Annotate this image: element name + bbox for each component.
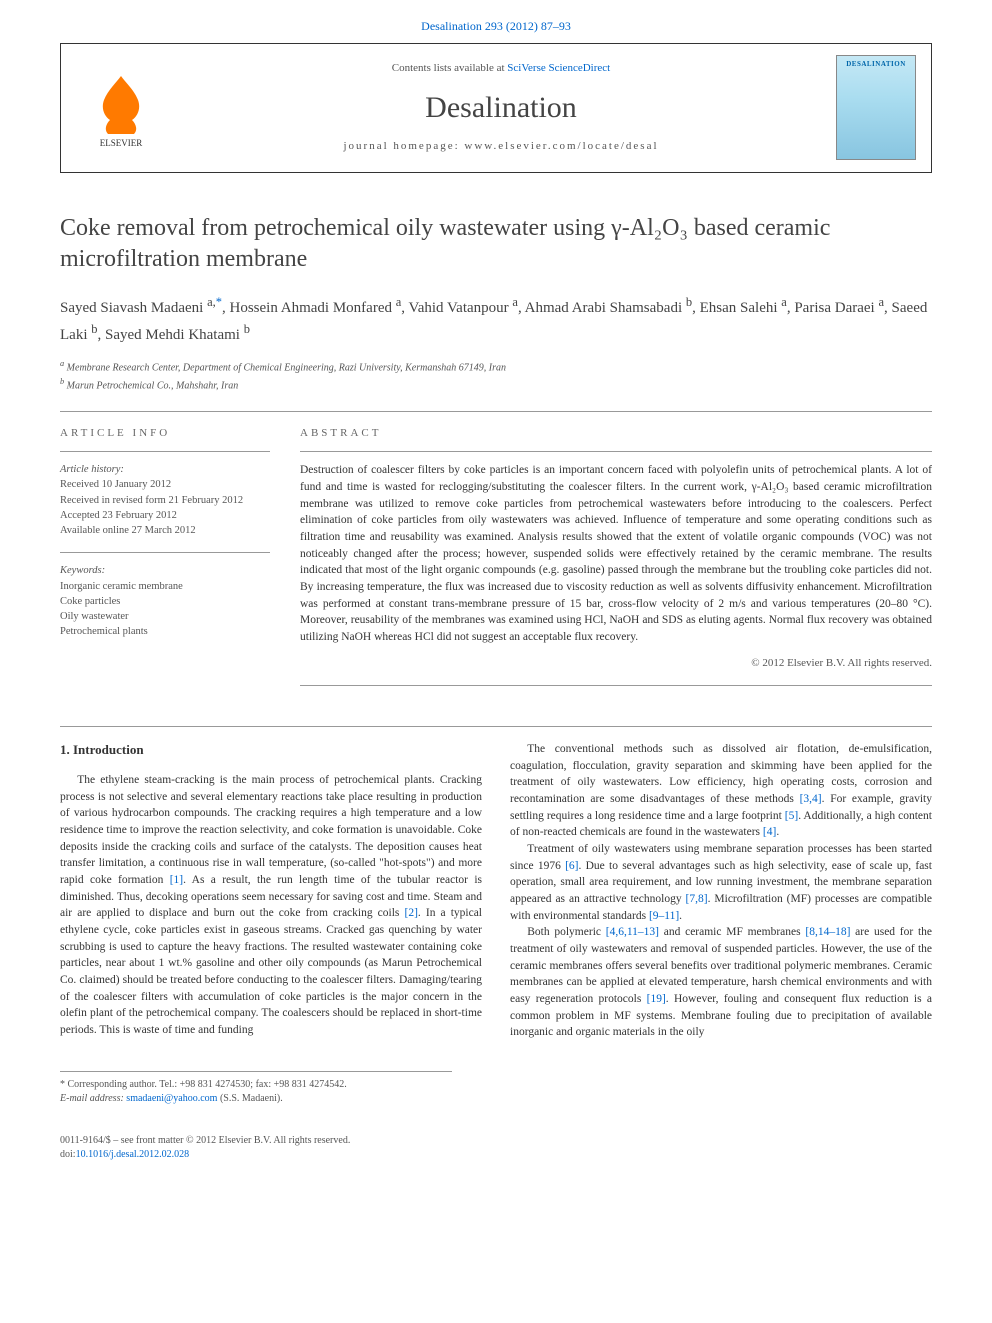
bottom-metadata: 0011-9164/$ – see front matter © 2012 El… bbox=[0, 1126, 992, 1192]
affiliations: a Membrane Research Center, Department o… bbox=[60, 358, 932, 393]
divider bbox=[300, 451, 932, 452]
introduction-heading: 1. Introduction bbox=[60, 741, 482, 760]
affiliation-b: b Marun Petrochemical Co., Mahshahr, Ira… bbox=[60, 376, 932, 393]
ref-link[interactable]: [3,4] bbox=[800, 793, 822, 805]
intro-paragraph: Treatment of oily wastewaters using memb… bbox=[510, 841, 932, 924]
intro-paragraph: Both polymeric [4,6,11–13] and ceramic M… bbox=[510, 924, 932, 1041]
keyword: Inorganic ceramic membrane bbox=[60, 579, 270, 594]
divider bbox=[60, 451, 270, 452]
body-text: The ethylene steam-cracking is the main … bbox=[60, 774, 482, 886]
corr-email-line: E-mail address: smadaeni@yahoo.com (S.S.… bbox=[60, 1092, 452, 1106]
ref-link[interactable]: [5] bbox=[785, 810, 798, 822]
ref-link[interactable]: [7,8] bbox=[686, 893, 708, 905]
email-link[interactable]: smadaeni@yahoo.com bbox=[126, 1093, 217, 1104]
journal-name: Desalination bbox=[425, 87, 577, 129]
ref-link[interactable]: [6] bbox=[565, 860, 578, 872]
history-online: Available online 27 March 2012 bbox=[60, 523, 270, 538]
ref-link[interactable]: [2] bbox=[404, 907, 417, 919]
homepage-url[interactable]: www.elsevier.com/locate/desal bbox=[464, 140, 658, 152]
scidirect-link[interactable]: SciVerse ScienceDirect bbox=[507, 62, 610, 74]
divider bbox=[60, 552, 270, 553]
journal-reference-top: Desalination 293 (2012) 87–93 bbox=[0, 0, 992, 43]
intro-paragraph: The ethylene steam-cracking is the main … bbox=[60, 772, 482, 1039]
svg-text:ELSEVIER: ELSEVIER bbox=[100, 138, 143, 148]
email-suffix: (S.S. Madaeni). bbox=[217, 1093, 282, 1104]
abstract-text: Destruction of coalescer filters by coke… bbox=[300, 462, 932, 645]
affiliation-a-text: Membrane Research Center, Department of … bbox=[67, 363, 506, 374]
ref-link[interactable]: [9–11] bbox=[649, 910, 679, 922]
keywords-label: Keywords: bbox=[60, 563, 270, 578]
journal-cover-thumbnail: DESALINATION bbox=[836, 55, 916, 160]
article-title: Coke removal from petrochemical oily was… bbox=[60, 213, 932, 275]
publisher-logo-cell: ELSEVIER bbox=[61, 44, 181, 172]
keyword: Oily wastewater bbox=[60, 609, 270, 624]
abstract-header: ABSTRACT bbox=[300, 426, 932, 441]
body-text: . bbox=[679, 910, 682, 922]
ref-link[interactable]: [8,14–18] bbox=[805, 926, 850, 938]
history-accepted: Accepted 23 February 2012 bbox=[60, 508, 270, 523]
article-history: Article history: Received 10 January 201… bbox=[60, 462, 270, 538]
divider bbox=[60, 411, 932, 412]
corr-author-line: * Corresponding author. Tel.: +98 831 42… bbox=[60, 1078, 452, 1092]
divider bbox=[60, 726, 932, 727]
body-text: and ceramic MF membranes bbox=[659, 926, 805, 938]
journal-header-box: ELSEVIER Contents lists available at Sci… bbox=[60, 43, 932, 173]
divider bbox=[300, 685, 932, 686]
intro-paragraph: The conventional methods such as dissolv… bbox=[510, 741, 932, 841]
journal-homepage-line: journal homepage: www.elsevier.com/locat… bbox=[343, 139, 658, 154]
journal-header-center: Contents lists available at SciVerse Sci… bbox=[181, 44, 821, 172]
homepage-prefix: journal homepage: bbox=[343, 140, 464, 152]
affiliation-a: a Membrane Research Center, Department o… bbox=[60, 358, 932, 375]
affiliation-b-text: Marun Petrochemical Co., Mahshahr, Iran bbox=[67, 380, 239, 391]
ref-link[interactable]: [4] bbox=[763, 826, 776, 838]
main-text-columns: 1. Introduction The ethylene steam-crack… bbox=[60, 741, 932, 1041]
abstract-column: ABSTRACT Destruction of coalescer filter… bbox=[300, 426, 932, 696]
body-text: . bbox=[776, 826, 779, 838]
author-list: Sayed Siavash Madaeni a,*, Hossein Ahmad… bbox=[60, 293, 932, 346]
history-label: Article history: bbox=[60, 462, 270, 477]
keyword: Coke particles bbox=[60, 594, 270, 609]
email-label: E-mail address: bbox=[60, 1093, 126, 1104]
history-revised: Received in revised form 21 February 201… bbox=[60, 493, 270, 508]
cover-label: DESALINATION bbox=[841, 60, 911, 70]
body-text: . In a typical ethylene cycle, coke part… bbox=[60, 907, 482, 1002]
history-received: Received 10 January 2012 bbox=[60, 477, 270, 492]
ref-link[interactable]: [4,6,11–13] bbox=[606, 926, 659, 938]
ref-link[interactable]: [1] bbox=[170, 874, 183, 886]
body-text: Both polymeric bbox=[527, 926, 606, 938]
corresponding-author-footnote: * Corresponding author. Tel.: +98 831 42… bbox=[60, 1071, 452, 1106]
doi-line: doi:10.1016/j.desal.2012.02.028 bbox=[60, 1148, 932, 1162]
contents-prefix: Contents lists available at bbox=[392, 62, 507, 74]
keyword: Petrochemical plants bbox=[60, 624, 270, 639]
journal-cover-cell: DESALINATION bbox=[821, 44, 931, 172]
doi-link[interactable]: 10.1016/j.desal.2012.02.028 bbox=[76, 1149, 190, 1160]
ref-link[interactable]: [19] bbox=[647, 993, 666, 1005]
article-info-column: ARTICLE INFO Article history: Received 1… bbox=[60, 426, 270, 696]
elsevier-logo-icon: ELSEVIER bbox=[86, 68, 156, 148]
keywords-block: Keywords: Inorganic ceramic membrane Cok… bbox=[60, 563, 270, 639]
issn-line: 0011-9164/$ – see front matter © 2012 El… bbox=[60, 1134, 932, 1148]
contents-available-line: Contents lists available at SciVerse Sci… bbox=[392, 61, 610, 76]
abstract-copyright: © 2012 Elsevier B.V. All rights reserved… bbox=[300, 656, 932, 671]
doi-label: doi: bbox=[60, 1149, 76, 1160]
article-info-header: ARTICLE INFO bbox=[60, 426, 270, 441]
